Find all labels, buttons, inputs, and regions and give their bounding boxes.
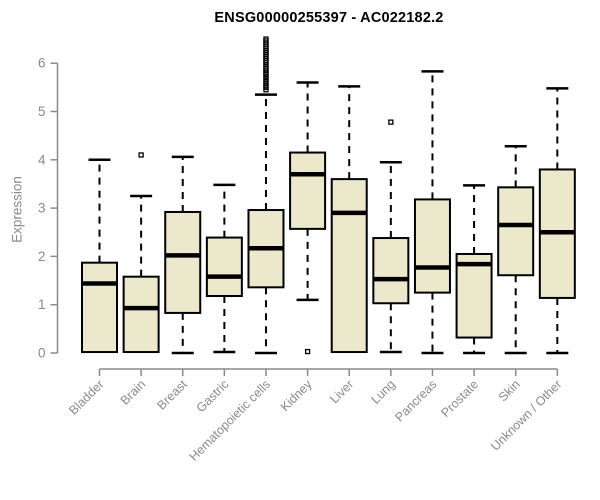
x-tick-label: Kidney xyxy=(278,377,315,414)
box-liver xyxy=(330,85,368,354)
x-tick-label: Unknown / Other xyxy=(488,377,564,453)
y-tick-label: 3 xyxy=(38,201,46,216)
y-tick-label: 1 xyxy=(38,297,46,312)
iqr-box xyxy=(330,178,368,354)
x-tick-label: Pancreas xyxy=(392,377,439,424)
x-tick-label: Breast xyxy=(154,377,190,413)
y-axis: 0 1 2 3 4 5 6 xyxy=(38,56,59,361)
iqr-box xyxy=(205,236,243,298)
box-bladder xyxy=(81,158,118,354)
box-pancreas xyxy=(413,70,451,355)
y-tick-label: 2 xyxy=(38,249,46,264)
y-tick-label: 6 xyxy=(38,56,46,71)
box-skin xyxy=(497,145,535,355)
x-tick-label: Skin xyxy=(496,377,523,404)
x-tick-label: Liver xyxy=(327,377,356,406)
iqr-box xyxy=(122,275,160,354)
x-tick-label: Gastric xyxy=(194,377,232,415)
iqr-box xyxy=(164,210,202,314)
iqr-box xyxy=(497,186,535,277)
outlier-point xyxy=(138,152,144,158)
box-brain xyxy=(122,152,160,354)
outlier-point xyxy=(388,119,394,125)
x-tick-label: Hematopoietic cells xyxy=(187,377,274,464)
box-breast xyxy=(164,155,202,355)
x-tick-label: Prostate xyxy=(438,377,481,420)
iqr-box xyxy=(372,237,410,305)
box-hematopoietic-cells xyxy=(247,36,285,355)
y-tick-label: 5 xyxy=(38,104,46,119)
x-tick-label: Brain xyxy=(118,377,149,408)
iqr-box xyxy=(81,261,118,354)
box-unknown-other xyxy=(538,87,576,355)
y-tick-label: 0 xyxy=(38,346,46,361)
box-prostate xyxy=(455,184,493,355)
outlier-point xyxy=(304,348,311,355)
box-lung xyxy=(372,119,410,354)
y-tick-label: 4 xyxy=(38,152,46,167)
x-tick-label: Bladder xyxy=(66,377,106,417)
box-gastric xyxy=(205,183,243,354)
chart-title: ENSG00000255397 - AC022182.2 xyxy=(214,10,444,26)
box-kidney xyxy=(289,81,327,355)
iqr-box xyxy=(413,198,451,294)
outlier-point xyxy=(263,36,269,42)
iqr-box xyxy=(455,252,493,339)
iqr-box xyxy=(289,151,327,230)
x-tick-label: Lung xyxy=(368,377,398,407)
